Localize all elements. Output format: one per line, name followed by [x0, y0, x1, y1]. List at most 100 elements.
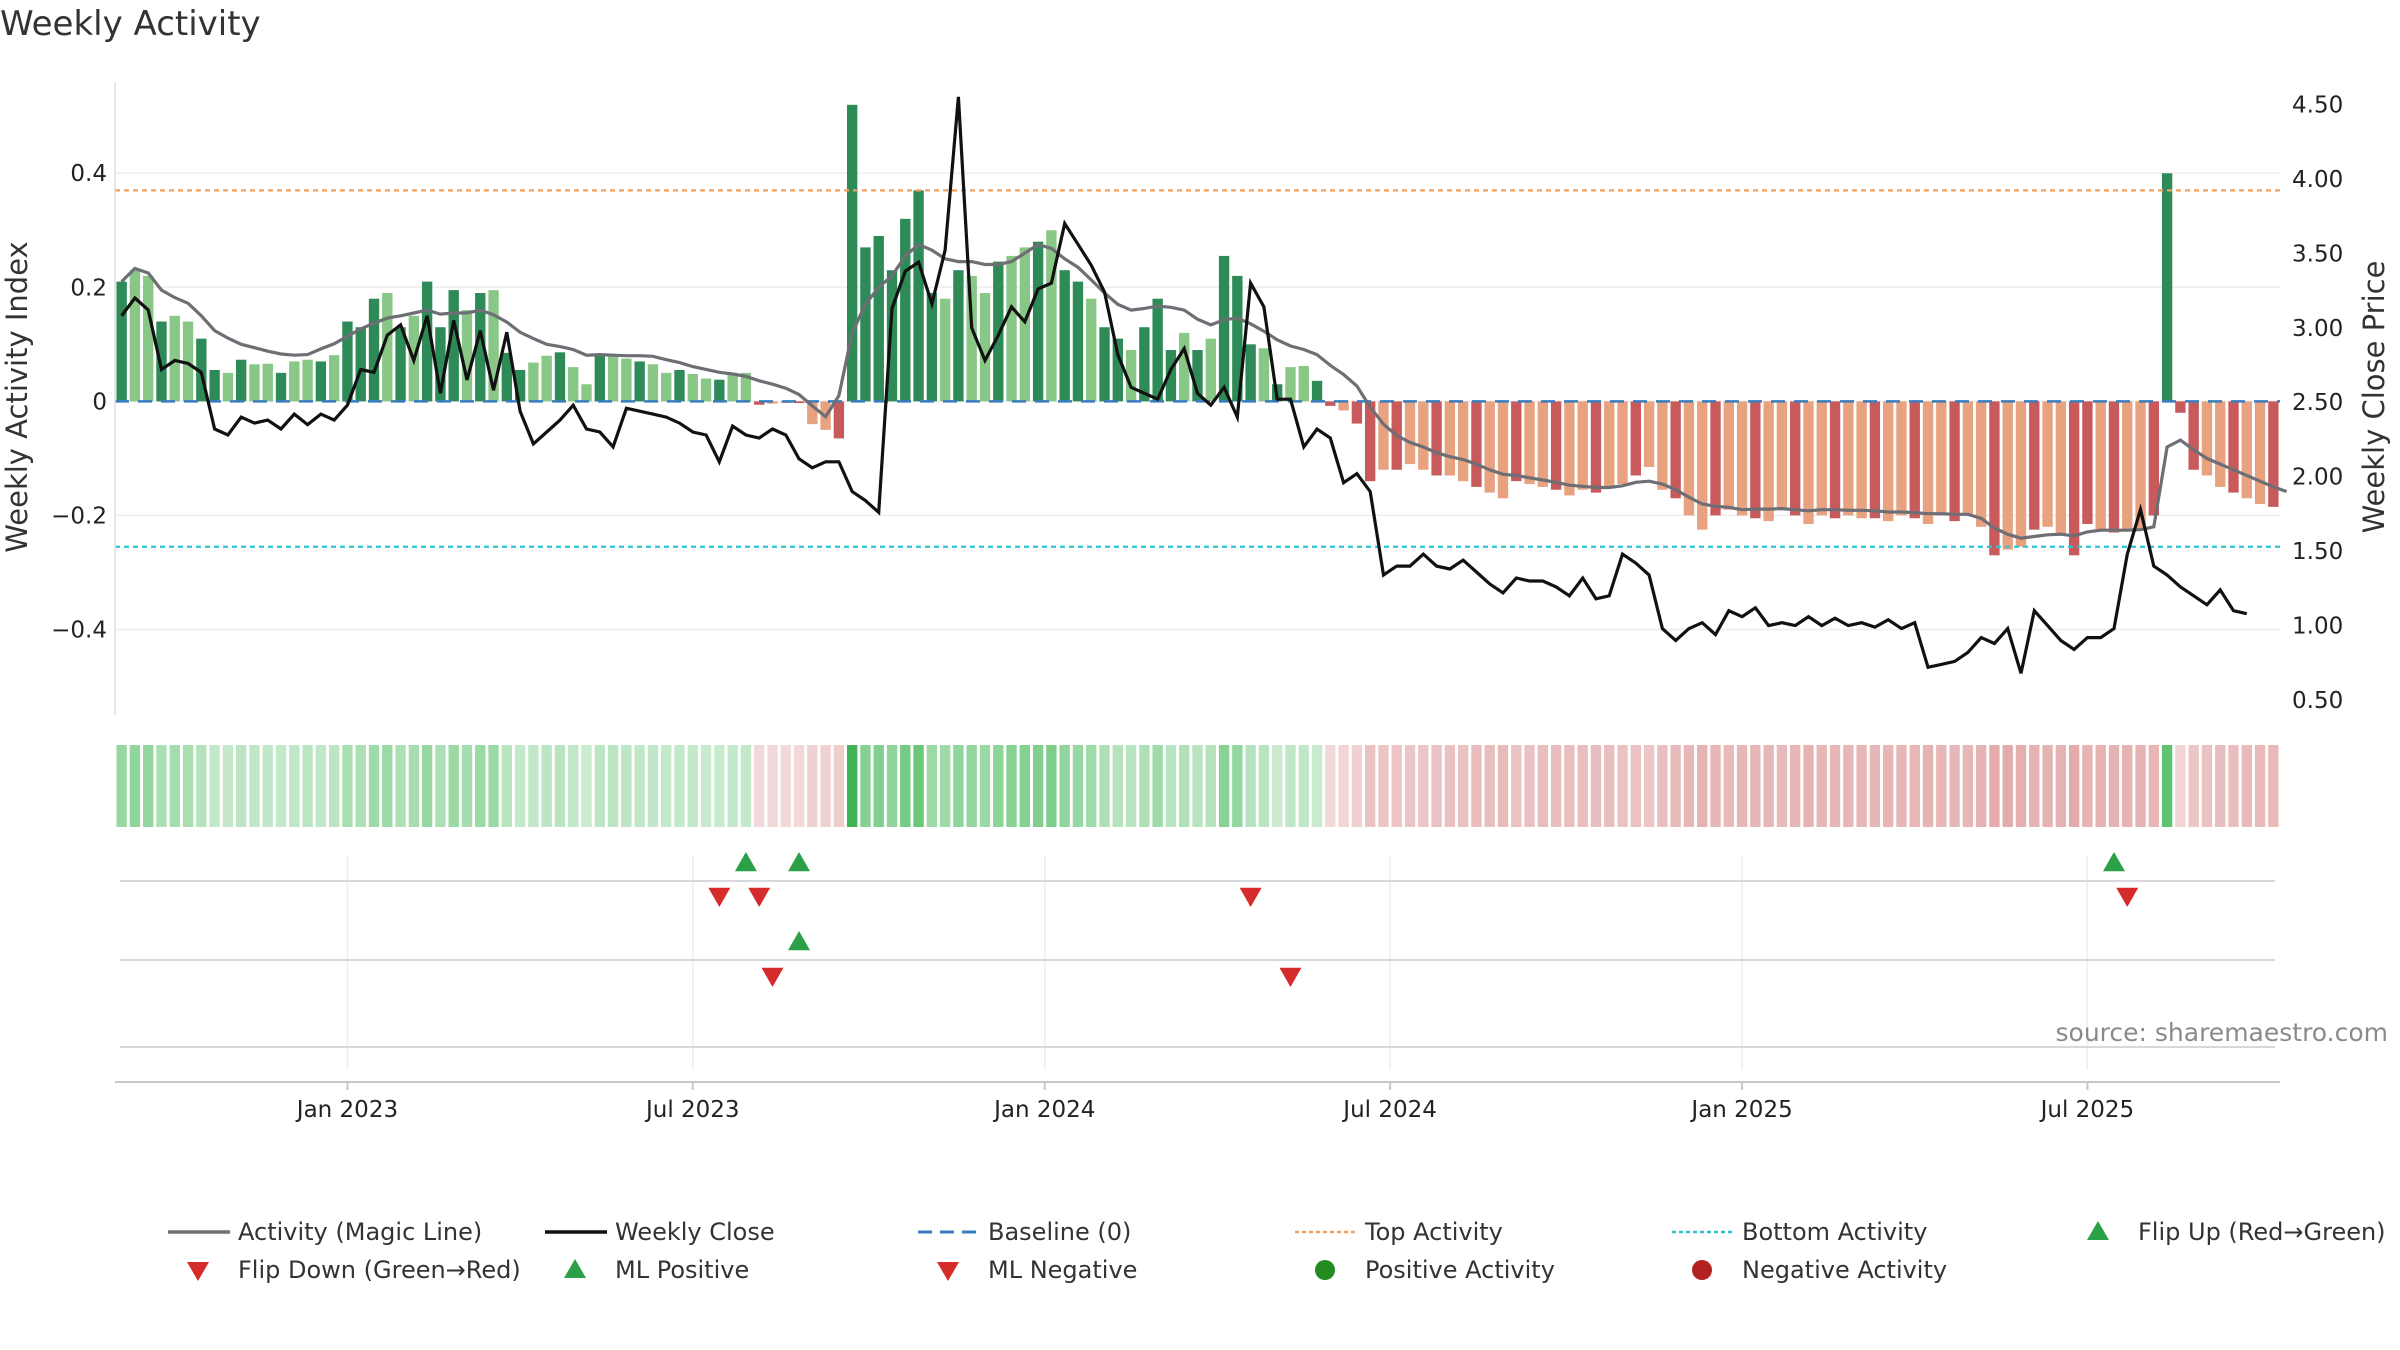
activity-bar: [382, 293, 393, 402]
activity-strength-strip: [116, 745, 2279, 827]
strip-cell: [767, 745, 778, 827]
strip-cell: [993, 745, 1004, 827]
strip-cell: [2148, 745, 2159, 827]
activity-bar: [448, 290, 459, 402]
legend-item: Negative Activity: [1692, 1256, 1947, 1284]
activity-bar: [1099, 327, 1110, 402]
strip-cell: [289, 745, 300, 827]
activity-bar: [1232, 275, 1243, 402]
strip-cell: [1630, 745, 1641, 827]
strip-cell: [209, 745, 220, 827]
activity-bar: [1697, 401, 1708, 530]
activity-bar: [1896, 401, 1907, 516]
strip-cell: [634, 745, 645, 827]
legend-item: Flip Up (Red→Green): [2087, 1218, 2386, 1246]
strip-cell: [143, 745, 154, 827]
strip-cell: [953, 745, 964, 827]
x-tick-label: Jul 2025: [2039, 1097, 2135, 1123]
activity-bar: [328, 355, 340, 402]
strip-cell: [514, 745, 526, 827]
activity-bar: [182, 321, 194, 402]
strip-cell: [2201, 745, 2213, 827]
strip-cell: [886, 745, 898, 827]
y2-tick-label: 3.50: [2292, 241, 2343, 267]
y-tick-label: −0.4: [51, 617, 107, 643]
strip-cell: [1179, 745, 1190, 827]
strip-cell: [687, 745, 698, 827]
activity-bar: [1949, 401, 1960, 522]
activity-flip-down-marker: [1279, 967, 1302, 987]
strip-cell: [979, 745, 991, 827]
activity-bar: [514, 369, 526, 402]
strip-cell: [1776, 745, 1788, 827]
activity-bar: [1776, 401, 1788, 510]
activity-bar: [1112, 338, 1123, 402]
strip-cell: [2161, 745, 2173, 827]
x-tick-label: Jul 2023: [644, 1097, 740, 1123]
activity-bar: [1311, 380, 1323, 402]
activity-bar: [2254, 401, 2266, 504]
strip-cell: [581, 745, 592, 827]
weekly-close-series: [120, 96, 2248, 674]
strip-cell: [2068, 745, 2080, 827]
legend-label: Flip Down (Green→Red): [238, 1256, 521, 1284]
legend-item: ML Negative: [937, 1256, 1137, 1284]
activity-bar: [1338, 401, 1349, 411]
strip-cell: [1125, 745, 1137, 827]
activity-bar: [581, 384, 592, 402]
strip-cell: [2095, 745, 2106, 827]
strip-cell: [475, 745, 486, 827]
strip-cell: [1072, 745, 1084, 827]
strip-cell: [1457, 745, 1469, 827]
activity-bar: [1882, 401, 1894, 522]
activity-bar: [289, 361, 300, 402]
activity-bar: [860, 247, 871, 402]
activity-bar: [488, 290, 499, 402]
activity-bar: [1006, 255, 1017, 402]
activity-bar: [1325, 401, 1336, 406]
strip-cell: [2135, 745, 2146, 827]
activity-bar: [1457, 401, 1469, 482]
strip-cell: [355, 745, 366, 827]
activity-bar: [2215, 401, 2226, 487]
strip-cell: [342, 745, 353, 827]
strip-cell: [900, 745, 911, 827]
activity-bar: [302, 359, 313, 402]
strip-cell: [1882, 745, 1894, 827]
strip-cell: [647, 745, 659, 827]
axes: 0.4 0.2 0 −0.2 −0.4 4.50 4.00 3.50 3.00 2.50 2.00 1…: [51, 82, 2343, 1123]
y2-tick-label: 4.50: [2292, 92, 2343, 118]
strip-cell: [275, 745, 287, 827]
activity-bar: [1218, 255, 1230, 402]
legend-triangle-up-icon: [2087, 1221, 2109, 1240]
strip-cell: [846, 745, 858, 827]
y-tick-label: 0: [92, 389, 107, 415]
strip-cell: [1086, 745, 1097, 827]
strip-cell: [1683, 745, 1695, 827]
activity-bar: [1723, 401, 1734, 510]
legend-item: Flip Down (Green→Red): [187, 1256, 521, 1284]
legend-label: Positive Activity: [1365, 1256, 1555, 1284]
strip-cell: [1736, 745, 1748, 827]
strip-cell: [1590, 745, 1602, 827]
reference-lines: [115, 189, 2280, 548]
activity-bar: [1936, 401, 1947, 516]
strip-cell: [1750, 745, 1761, 827]
strip-cell: [1564, 745, 1575, 827]
activity-bar: [116, 281, 127, 402]
y2-tick-label: 0.50: [2292, 688, 2343, 714]
strip-cell: [2268, 745, 2279, 827]
y-tick-label: −0.2: [51, 503, 107, 529]
activity-bar: [1577, 401, 1588, 490]
strip-cell: [222, 745, 234, 827]
strip-cell: [1975, 745, 1987, 827]
activity-bar: [275, 372, 287, 402]
legend-item: ML Positive: [564, 1256, 749, 1284]
legend-item: Weekly Close: [545, 1218, 775, 1246]
activity-bar: [2095, 401, 2106, 530]
strip-cell: [714, 745, 725, 827]
activity-bar: [1710, 401, 1721, 516]
activity-bar: [2161, 173, 2173, 402]
strip-cell: [421, 745, 433, 827]
